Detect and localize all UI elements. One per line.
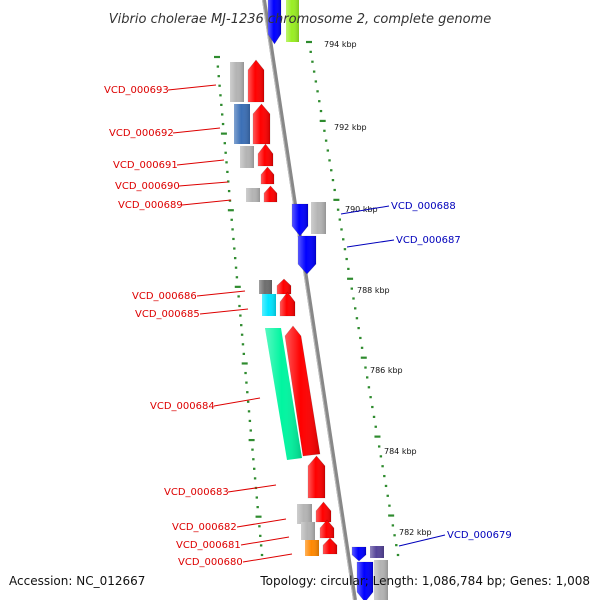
scale-label-790kbp: 790 kbp [345,205,378,214]
gene-label-vcd-000681: VCD_000681 [176,536,290,551]
gene-label-vcd-000690: VCD_000690 [115,181,229,192]
cog-block-000679 [370,546,384,558]
gene-label-text: VCD_000688 [391,201,456,212]
gene-arrow-000686 [276,278,292,295]
gene-arrow-bottom-blue [356,561,374,600]
leader-line [398,534,446,547]
gene-label-text: VCD_000686 [132,291,197,302]
cog-block-000692 [234,104,250,144]
gene-label-text: VCD_000693 [104,85,169,96]
gene-arrow-top-blue [267,0,282,45]
scale-tick-marks [214,40,400,557]
gene-label-text: VCD_000691 [113,160,178,171]
leader-line [167,84,217,91]
leader-line [213,397,261,407]
cog-block-000685 [262,294,276,316]
leader-line [236,518,287,528]
scale-label-784kbp: 784 kbp [384,447,417,456]
scale-label-786kbp: 786 kbp [370,366,403,375]
gene-label-text: VCD_000680 [178,557,243,568]
gene-arrow-000681 [319,519,335,539]
gene-arrow-000691 [257,143,274,167]
cog-block-000684 [265,328,302,460]
gene-label-vcd-000692: VCD_000692 [109,127,221,139]
gene-label-vcd-000686: VCD_000686 [132,290,246,302]
gene-label-vcd-000680: VCD_000680 [178,553,293,568]
gene-arrow-000690 [260,166,275,185]
gene-arrow-000684 [284,325,321,457]
gene-label-text: VCD_000690 [115,181,180,192]
leader-line [199,308,249,315]
gene-label-vcd-000687: VCD_000687 [346,235,461,248]
gene-label-text: VCD_000683 [164,487,229,498]
gene-label-vcd-000684: VCD_000684 [150,397,261,412]
cog-block-000681 [301,522,315,540]
gene-arrow-000680 [322,537,338,555]
leader-line [172,127,221,134]
gene-arrow-000682 [315,501,332,523]
gene-label-text: VCD_000682 [172,522,237,533]
chromosome-backbone [262,0,357,600]
gene-arrow-000688 [291,203,309,237]
scale-label-782kbp: 782 kbp [399,528,432,537]
inner-tick-track [214,55,264,557]
gene-arrow-000692 [252,103,271,145]
outer-tick-track [306,40,400,557]
gene-arrow-000689 [263,185,278,203]
gene-label-vcd-000693: VCD_000693 [104,84,217,96]
leader-line [240,536,290,546]
gene-label-vcd-000688: VCD_000688 [340,201,456,215]
gene-label-text: VCD_000692 [109,128,174,139]
gene-arrow-000687 [297,235,317,275]
gene-label-vcd-000683: VCD_000683 [164,484,277,498]
cog-block-000686 [259,280,272,294]
cog-block-000693 [230,62,244,102]
gene-label-vcd-000679: VCD_000679 [398,530,512,547]
gene-label-text: VCD_000689 [118,200,183,211]
gene-label-vcd-000682: VCD_000682 [172,518,287,533]
gene-label-text: VCD_000687 [396,235,461,246]
cog-block-000691 [240,146,254,168]
gene-label-text: VCD_000684 [150,401,215,412]
gene-arrow-000685 [279,291,296,317]
leader-line [176,159,225,166]
leader-line [227,484,277,493]
leader-line [181,199,232,206]
cog-block-000680 [305,540,319,556]
scale-label-788kbp: 788 kbp [357,286,390,295]
gene-labels: VCD_000693 VCD_000692 VCD_000691 VCD_000690… [104,84,512,568]
leader-line [340,205,390,215]
leader-line [178,181,229,187]
cog-block-000689 [246,188,260,202]
leader-line [346,239,395,248]
cog-block-000682 [297,504,312,524]
gene-label-text: VCD_000685 [135,309,200,320]
leader-line [242,553,293,563]
map-title: Vibrio cholerae MJ-1236 chromosome 2, co… [109,12,491,27]
accession-label: Accession: NC_012667 [9,574,145,588]
cog-block-top-lime [286,0,299,42]
gene-label-text: VCD_000681 [176,540,241,551]
genome-summary: Topology: circular; Length: 1,086,784 bp… [259,574,590,588]
gene-features [230,0,388,600]
gene-label-vcd-000691: VCD_000691 [113,159,225,171]
gene-label-text: VCD_000679 [447,530,512,541]
cog-block-000688 [311,202,326,234]
cog-block-bottom-grey [374,560,388,600]
leader-line [196,290,246,297]
gene-arrow-000683 [307,455,326,499]
gene-arrow-000693 [247,59,265,103]
scale-label-794kbp: 794 kbp [324,40,357,49]
scale-label-792kbp: 792 kbp [334,123,367,132]
gene-label-vcd-000685: VCD_000685 [135,308,249,320]
gene-label-vcd-000689: VCD_000689 [118,199,232,211]
scale-labels: 794 kbp 792 kbp 790 kbp 788 kbp 786 kbp … [324,40,432,537]
gene-arrow-000679 [351,546,367,562]
